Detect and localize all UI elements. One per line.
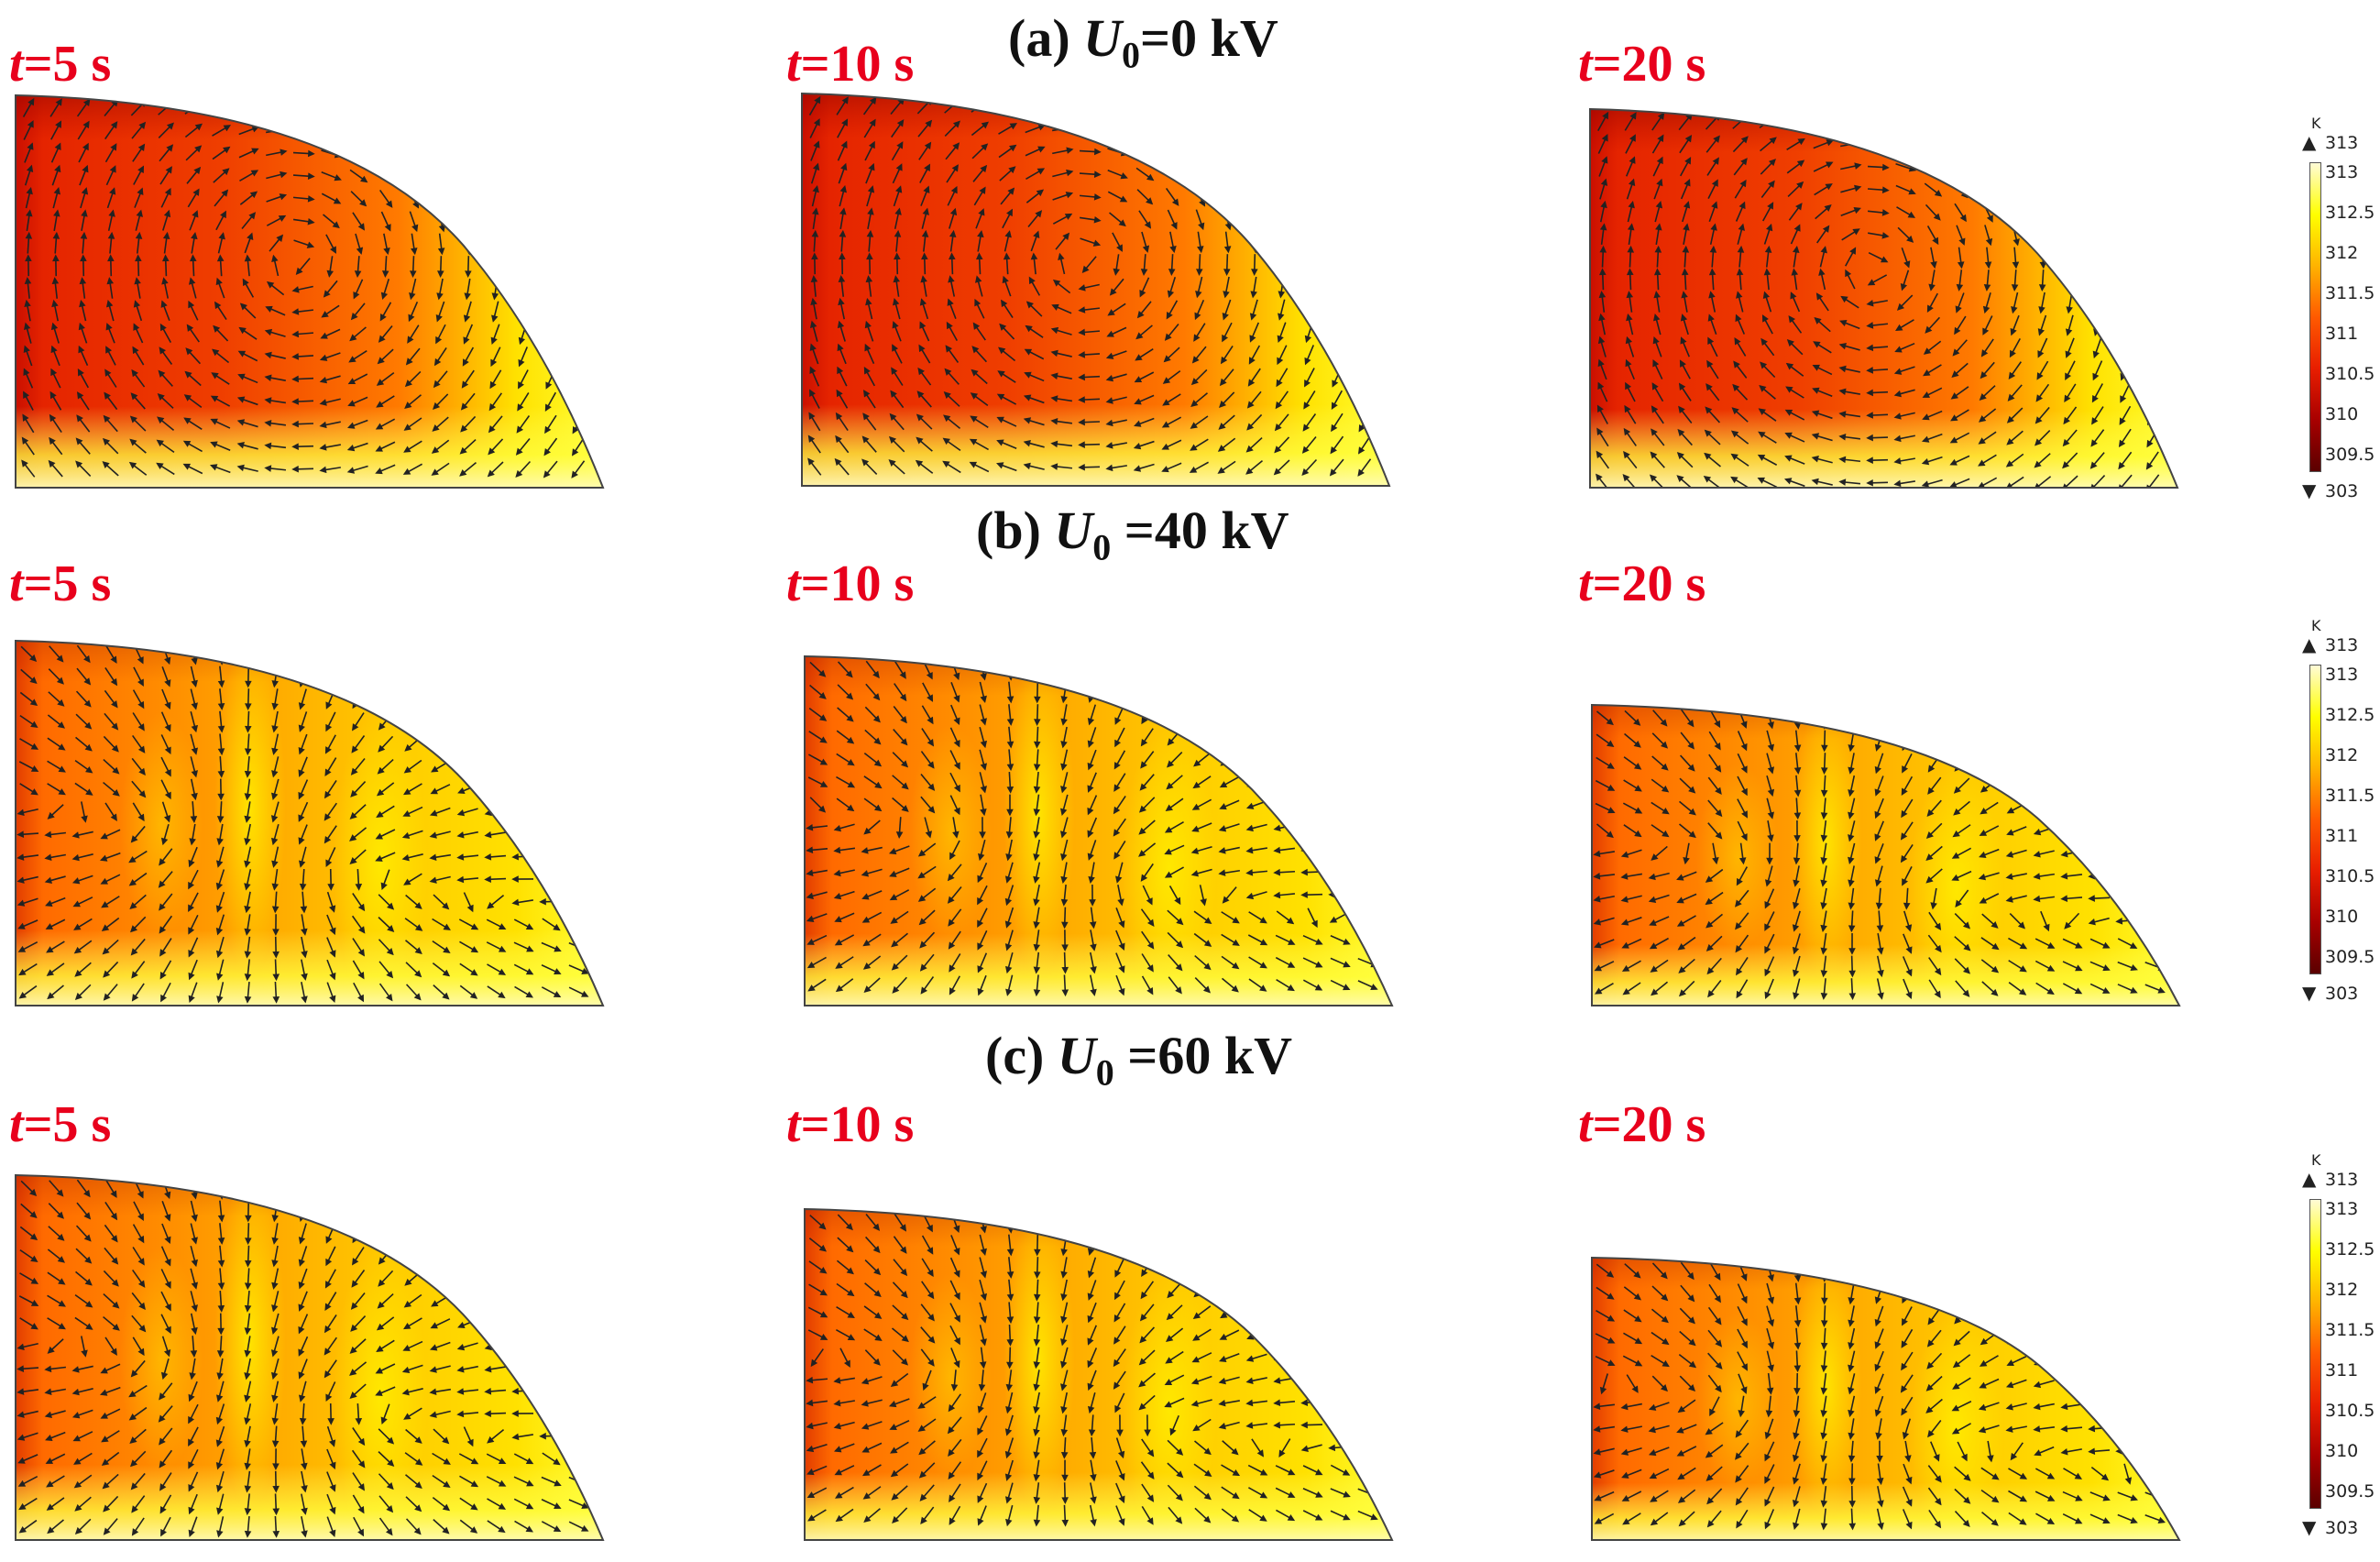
colorbar-c: K ▲ 313 313 312.5 312 311.5 311 310.5 310 309.5 ▼ 30… (2302, 1151, 2380, 1546)
time-label-c3: t=20 s (1578, 1096, 1706, 1153)
temperature-panel-a1 (15, 94, 605, 489)
colorbar-max-label: 313 (2325, 133, 2359, 153)
colorbar-tick-label: 310 (2325, 404, 2359, 424)
colorbar-b: K ▲ 313 313 312.5 312 311.5 311 310.5 310 309.5 ▼ 30… (2302, 617, 2380, 1011)
colorbar-unit: K (2311, 1151, 2321, 1169)
colorbar-gradient (2309, 162, 2321, 472)
min-triangle-icon: ▼ (2302, 982, 2317, 1004)
time-label-b3: t=20 s (1578, 556, 1706, 612)
colorbar-tick-label: 313 (2325, 162, 2359, 182)
colorbar-min-label: 303 (2325, 481, 2359, 501)
temperature-panel-b3 (1591, 703, 2181, 1006)
colorbar-max-label: 313 (2325, 635, 2359, 655)
colorbar-tick-label: 309.5 (2325, 947, 2375, 967)
time-label-c2: t=10 s (786, 1096, 915, 1153)
time-label-a3: t=20 s (1578, 36, 1706, 93)
colorbar-tick-label: 311 (2325, 324, 2359, 344)
colorbar-tick-label: 310.5 (2325, 866, 2375, 886)
colorbar-tick-label: 312 (2325, 745, 2359, 765)
temperature-panel-a3 (1589, 107, 2179, 489)
temperature-panel-c1 (15, 1173, 605, 1541)
max-triangle-icon: ▲ (2302, 1168, 2317, 1190)
colorbar-tick-label: 309.5 (2325, 1481, 2375, 1502)
colorbar-gradient (2309, 1199, 2321, 1509)
colorbar-tick-label: 313 (2325, 1199, 2359, 1219)
min-triangle-icon: ▼ (2302, 1516, 2317, 1538)
time-label-b1: t=5 s (9, 556, 112, 612)
min-triangle-icon: ▼ (2302, 479, 2317, 501)
colorbar-tick-label: 311.5 (2325, 786, 2375, 806)
colorbar-tick-label: 310 (2325, 907, 2359, 927)
colorbar-tick-label: 312.5 (2325, 705, 2375, 725)
row-title-a: (a) U0=0 kV (1008, 8, 1278, 76)
row-title-c: (c) U0 =60 kV (985, 1026, 1292, 1094)
max-triangle-icon: ▲ (2302, 633, 2317, 655)
colorbar-a: K ▲ 313 313 312.5 312 311.5 311 310.5 310 309.5 ▼ 30… (2302, 115, 2380, 509)
colorbar-tick-label: 310 (2325, 1441, 2359, 1461)
colorbar-unit: K (2311, 617, 2321, 634)
colorbar-tick-label: 312 (2325, 243, 2359, 263)
colorbar-max-label: 313 (2325, 1170, 2359, 1190)
row-title-b: (b) U0 =40 kV (976, 500, 1289, 568)
colorbar-tick-label: 310.5 (2325, 1401, 2375, 1421)
colorbar-tick-label: 311 (2325, 826, 2359, 846)
colorbar-tick-label: 312 (2325, 1280, 2359, 1300)
temperature-panel-b1 (15, 639, 605, 1006)
colorbar-tick-label: 311.5 (2325, 1320, 2375, 1340)
colorbar-tick-label: 312.5 (2325, 1239, 2375, 1260)
colorbar-unit: K (2311, 115, 2321, 132)
colorbar-min-label: 303 (2325, 984, 2359, 1004)
colorbar-tick-label: 311.5 (2325, 283, 2375, 303)
colorbar-tick-label: 311 (2325, 1360, 2359, 1380)
colorbar-tick-label: 310.5 (2325, 364, 2375, 384)
temperature-panel-c3 (1591, 1256, 2181, 1541)
time-label-a1: t=5 s (9, 36, 112, 93)
max-triangle-icon: ▲ (2302, 131, 2317, 153)
colorbar-tick-label: 313 (2325, 665, 2359, 685)
temperature-panel-c2 (804, 1207, 1394, 1541)
time-label-a2: t=10 s (786, 36, 915, 93)
temperature-panel-a2 (801, 92, 1391, 487)
colorbar-gradient (2309, 665, 2321, 974)
time-label-c1: t=5 s (9, 1096, 112, 1153)
time-label-b2: t=10 s (786, 556, 915, 612)
colorbar-tick-label: 309.5 (2325, 445, 2375, 465)
colorbar-min-label: 303 (2325, 1518, 2359, 1538)
temperature-panel-b2 (804, 654, 1394, 1006)
colorbar-tick-label: 312.5 (2325, 203, 2375, 223)
